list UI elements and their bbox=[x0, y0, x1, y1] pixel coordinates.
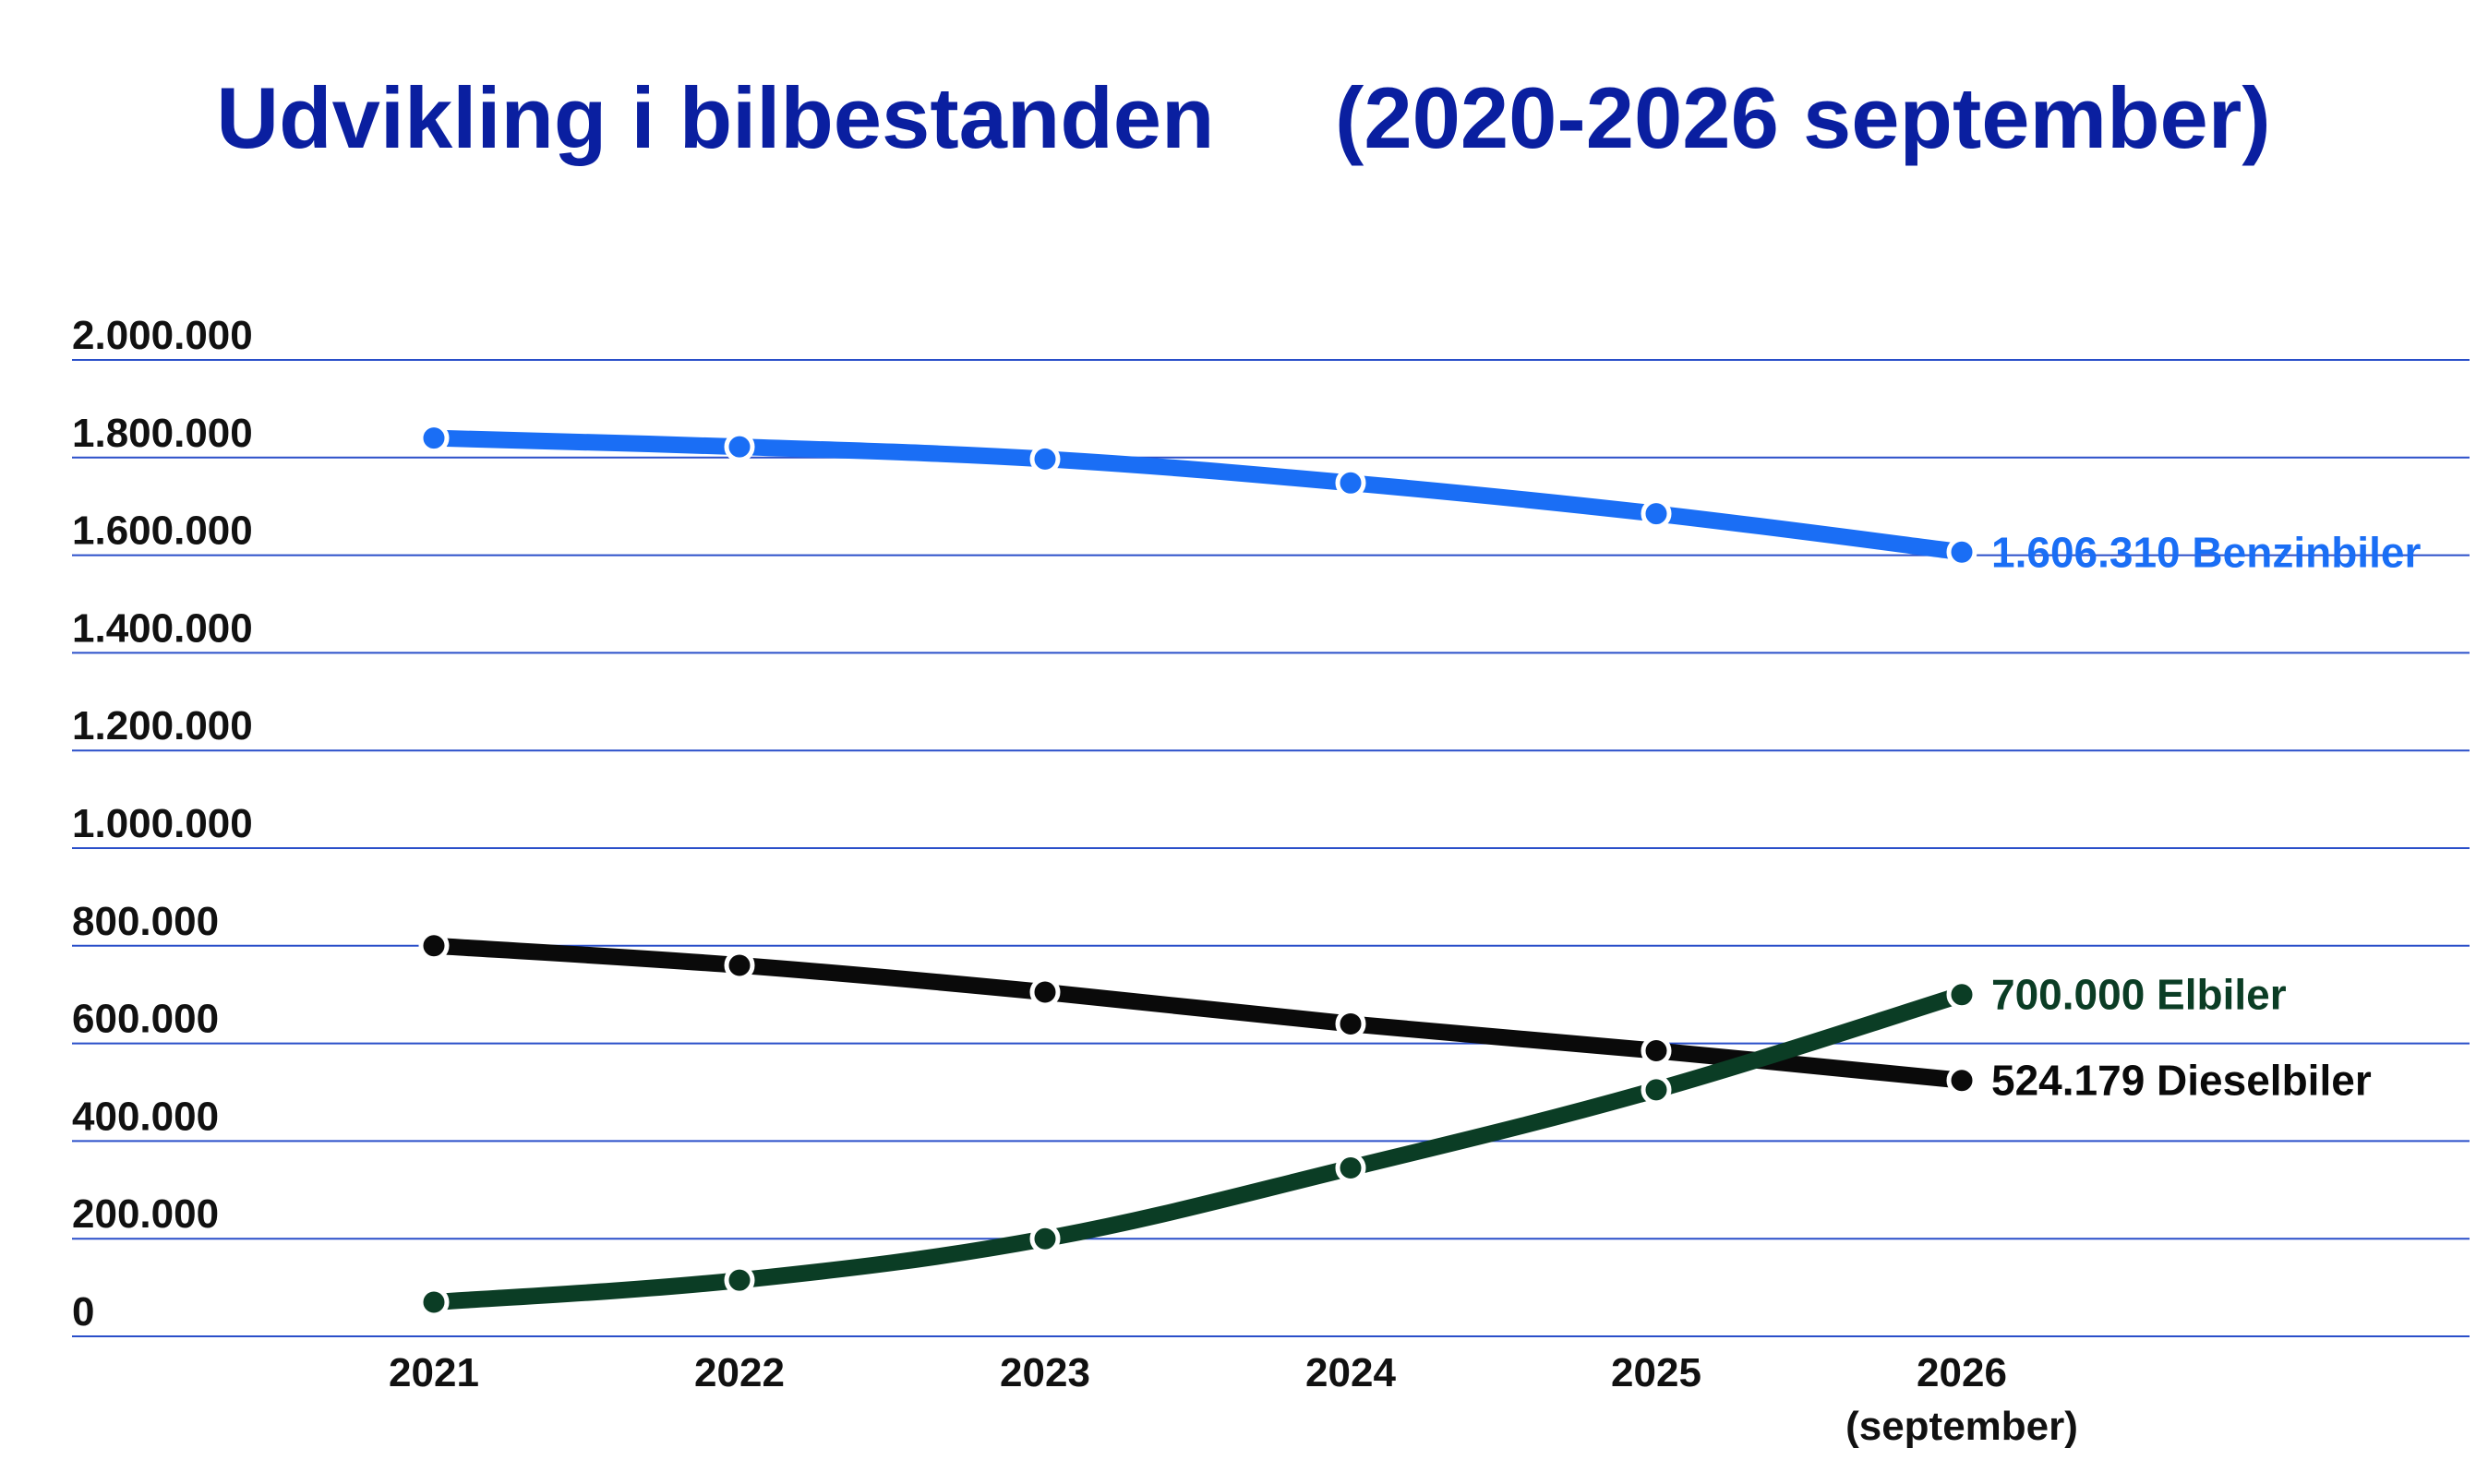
series-end-label: 524.179 Dieselbiler bbox=[1991, 1057, 2372, 1105]
y-tick-label: 1.400.000 bbox=[72, 605, 253, 651]
data-point bbox=[1029, 1223, 1061, 1254]
data-point bbox=[1641, 1074, 1672, 1106]
data-point bbox=[1641, 498, 1672, 530]
data-point bbox=[1029, 443, 1061, 474]
x-tick-sublabel: (september) bbox=[1845, 1404, 2078, 1449]
y-tick-label: 1.800.000 bbox=[72, 411, 253, 456]
data-point bbox=[724, 431, 755, 462]
data-point bbox=[1335, 1152, 1366, 1183]
series-line bbox=[426, 937, 1970, 1089]
data-point bbox=[724, 950, 755, 981]
x-tick-label: 2023 bbox=[1000, 1350, 1090, 1395]
x-tick-label: 2024 bbox=[1305, 1350, 1396, 1395]
y-tick-label: 800.000 bbox=[72, 899, 219, 944]
y-tick-label: 1.200.000 bbox=[72, 703, 253, 748]
y-tick-label: 1.000.000 bbox=[72, 801, 253, 846]
data-point bbox=[418, 930, 450, 962]
data-point bbox=[1946, 979, 1977, 1011]
y-axis-ticks: 0 200.000 400.000 600.000 800.000 1.000.000 1.… bbox=[72, 313, 253, 1334]
data-point bbox=[418, 423, 450, 454]
data-point bbox=[724, 1264, 755, 1296]
y-tick-label: 600.000 bbox=[72, 997, 219, 1042]
y-tick-label: 200.000 bbox=[72, 1191, 219, 1237]
data-point bbox=[1335, 1008, 1366, 1039]
data-point bbox=[1946, 536, 1977, 568]
series-layer bbox=[418, 423, 1977, 1318]
y-tick-label: 400.000 bbox=[72, 1094, 219, 1139]
series-line bbox=[426, 429, 1970, 561]
series-end-label: 700.000 Elbiler bbox=[1991, 971, 2287, 1019]
chart-title: Udvikling i bilbestanden (2020-2026 sept… bbox=[216, 69, 2270, 166]
series-end-label: 1.606.310 Benzinbiler bbox=[1991, 528, 2421, 576]
x-tick-label: 2025 bbox=[1611, 1350, 1701, 1395]
x-tick-label: 2026 bbox=[1917, 1350, 2007, 1395]
data-point bbox=[1029, 976, 1061, 1008]
y-tick-label: 2.000.000 bbox=[72, 313, 253, 358]
data-point bbox=[1946, 1065, 1977, 1096]
x-tick-label: 2022 bbox=[694, 1350, 785, 1395]
grid-layer bbox=[72, 359, 2470, 1337]
series-line bbox=[426, 986, 1970, 1310]
y-tick-label: 0 bbox=[72, 1289, 94, 1334]
y-tick-label: 1.600.000 bbox=[72, 509, 253, 554]
data-point bbox=[418, 1287, 450, 1318]
x-tick-label: 2021 bbox=[389, 1350, 479, 1395]
x-axis-ticks: 2021 2022 2023 2024 2025 2026 (september) bbox=[389, 1350, 2078, 1449]
data-point bbox=[1335, 467, 1366, 498]
end-label-layer: 1.606.310 Benzinbiler 524.179 Dieselbiler… bbox=[1991, 528, 2421, 1104]
data-point bbox=[1641, 1035, 1672, 1067]
